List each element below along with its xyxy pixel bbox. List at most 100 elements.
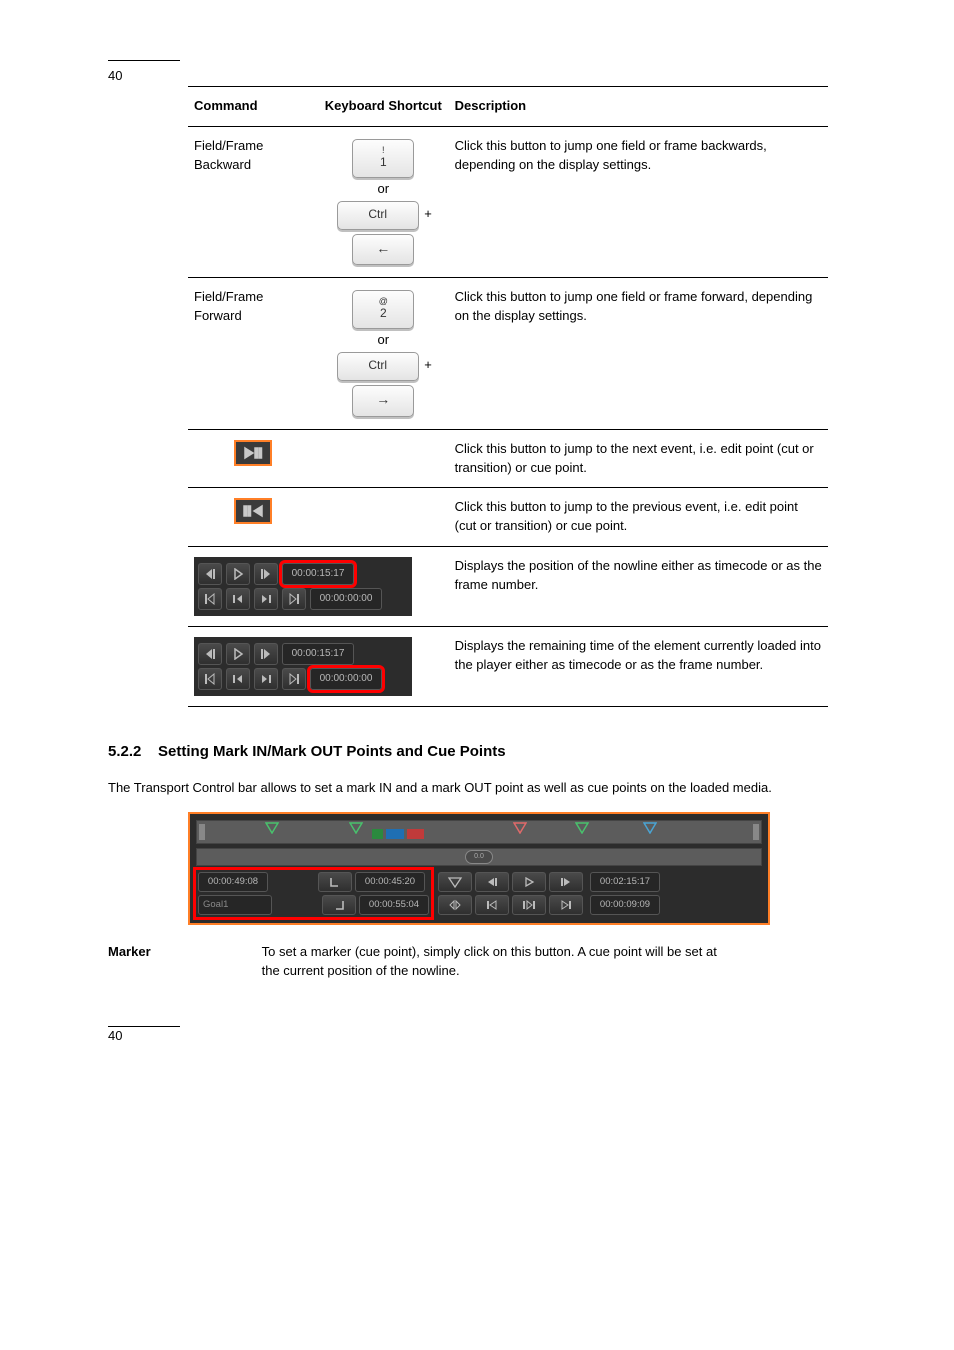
key-cell: !1 or Ctrl + ← [318,126,449,278]
transport-panel: 00:00:15:17 00:00:00:00 [194,557,412,616]
scrub-speed[interactable]: 0.0 [465,850,493,864]
table-row: Field/Frame Backward !1 or Ctrl + ← Clic… [188,126,828,278]
play-range-icon[interactable] [512,895,546,915]
desc-cell: Displays the remaining time of the eleme… [449,627,828,707]
marker-block: Marker To set a marker (cue point), simp… [108,943,846,981]
tc-position[interactable]: 00:00:15:17 [282,563,354,585]
track-end-handle[interactable] [753,824,759,840]
cue-marker[interactable] [349,822,363,834]
marker-label: Marker [108,943,258,962]
table-row: Field/Frame Forward @2 or Ctrl + → Click… [188,278,828,430]
key-cell [318,429,449,488]
cue-name-field[interactable]: Goal1 [198,895,272,915]
key-ctrl: Ctrl [337,201,419,230]
step-fwd-icon[interactable] [254,643,278,665]
cue-position-tc[interactable]: 00:00:49:08 [198,872,268,892]
clip-segment [386,829,404,839]
step-back-icon[interactable] [198,563,222,585]
commands-table: Command Keyboard Shortcut Description Fi… [188,86,828,707]
tc-total[interactable]: 00:02:15:17 [590,872,660,892]
top-rule [108,60,180,61]
key-or: or [378,181,390,196]
next-event-icon[interactable] [254,588,278,610]
cmd-cell: 00:00:15:17 00:00:00:00 [188,547,449,627]
page-number-bottom: 40 [108,1027,846,1046]
goto-end-icon[interactable] [282,588,306,610]
play-icon[interactable] [226,563,250,585]
table-row: Click this button to jump to the previou… [188,488,828,547]
step-back-icon[interactable] [198,643,222,665]
goto-start-icon[interactable] [198,668,222,690]
next-event-icon[interactable] [234,440,272,466]
tc-remaining[interactable]: 00:00:00:00 [310,668,382,690]
section-number: 5.2.2 [108,743,141,760]
key-cell: @2 or Ctrl + → [318,278,449,430]
section-heading: 5.2.2 Setting Mark IN/Mark OUT Points an… [108,741,846,763]
play-icon[interactable] [512,872,546,892]
goto-start-icon[interactable] [475,895,509,915]
prev-event-icon[interactable] [234,498,272,524]
th-command: Command [188,86,318,126]
cmd-label: Field/Frame Forward [194,289,263,323]
cmd-label: Field/Frame Backward [194,138,263,172]
table-row: 00:00:15:17 00:00:00:00 Displays the pos… [188,547,828,627]
clip-segment [407,829,424,839]
scrub-bar[interactable]: 0.0 [196,848,762,866]
step-fwd-icon[interactable] [549,872,583,892]
goto-end-icon[interactable] [282,668,306,690]
key-2: @2 [352,290,414,329]
clip-segment [372,829,383,839]
cue-marker[interactable] [265,822,279,834]
cmd-cell [188,488,318,547]
key-or: or [378,332,390,347]
step-back-icon[interactable] [475,872,509,892]
goto-start-icon[interactable] [198,588,222,610]
mark-in-tc[interactable]: 00:00:45:20 [355,872,425,892]
cue-marker[interactable] [575,822,589,834]
key-left-arrow: ← [352,234,414,265]
cue-marker[interactable] [643,822,657,834]
key-right-arrow: → [352,385,414,416]
cue-marker[interactable] [513,822,527,834]
add-cue-icon[interactable] [438,872,472,892]
page-number-top: 40 [108,67,846,86]
mark-out-icon[interactable] [322,895,356,915]
goto-end-icon[interactable] [549,895,583,915]
prev-event-icon[interactable] [226,668,250,690]
play-icon[interactable] [226,643,250,665]
prev-next-cue-icon[interactable] [438,895,472,915]
key-ctrl: Ctrl [337,352,419,381]
next-event-icon[interactable] [254,668,278,690]
key-plus: + [424,206,432,221]
th-desc: Description [449,86,828,126]
desc-cell: Click this button to jump one field or f… [449,278,828,430]
desc-cell: Click this button to jump to the previou… [449,488,828,547]
desc-cell: Click this button to jump one field or f… [449,126,828,278]
cmd-cell: 00:00:15:17 00:00:00:00 [188,627,449,707]
timeline-track[interactable] [196,820,762,844]
key-cell [318,488,449,547]
section-title: Setting Mark IN/Mark OUT Points and Cue … [158,743,506,760]
desc-cell: Click this button to jump to the next ev… [449,429,828,488]
key-1: !1 [352,139,414,178]
transport-bar-figure: 0.0 00:00:49:08 00:00:45:20 Goal1 00:00:… [188,812,770,925]
table-row: Click this button to jump to the next ev… [188,429,828,488]
tc-position[interactable]: 00:00:15:17 [282,643,354,665]
tc-duration[interactable]: 00:00:09:09 [590,895,660,915]
cmd-cell: Field/Frame Forward [188,278,318,430]
tc-remaining[interactable]: 00:00:00:00 [310,588,382,610]
table-row: 00:00:15:17 00:00:00:00 Displays the rem… [188,627,828,707]
track-start-handle[interactable] [199,824,205,840]
cmd-cell: Field/Frame Backward [188,126,318,278]
transport-panel: 00:00:15:17 00:00:00:00 [194,637,412,696]
marker-text: To set a marker (cue point), simply clic… [262,943,732,981]
prev-event-icon[interactable] [226,588,250,610]
key-plus: + [424,357,432,372]
section-para: The Transport Control bar allows to set … [108,779,846,798]
step-fwd-icon[interactable] [254,563,278,585]
mark-in-icon[interactable] [318,872,352,892]
mark-io-group: 00:00:49:08 00:00:45:20 Goal1 00:00:55:0… [196,870,431,917]
mark-out-tc[interactable]: 00:00:55:04 [359,895,429,915]
cmd-cell [188,429,318,488]
th-shortcut: Keyboard Shortcut [318,86,449,126]
